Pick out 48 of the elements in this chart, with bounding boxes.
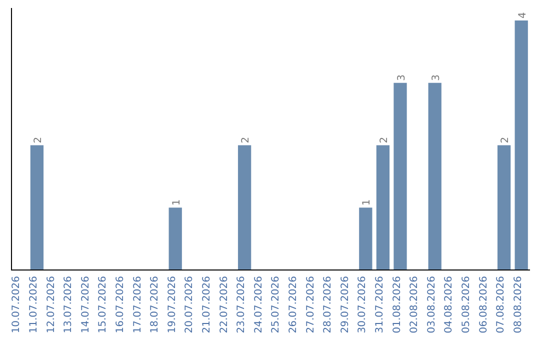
bar: [168, 208, 182, 270]
x-tick-label: 31.07.2026: [374, 276, 386, 334]
x-tick-label: 28.07.2026: [322, 276, 334, 334]
x-tick-label: 16.07.2026: [114, 276, 126, 334]
bar: [30, 145, 44, 270]
x-tick-label: 03.08.2026: [426, 276, 438, 334]
x-tick-label: 27.07.2026: [305, 276, 316, 334]
x-tick-label: 15.07.2026: [98, 276, 109, 334]
x-tick-label: 22.07.2026: [218, 276, 230, 334]
x-tick-label: 23.07.2026: [236, 276, 248, 334]
bar: [394, 82, 407, 270]
bar: [514, 20, 528, 270]
x-tick-label: 25.07.2026: [270, 276, 282, 334]
x-tick-label: 14.07.2026: [80, 276, 92, 334]
bar: [428, 82, 442, 270]
x-tick-label: 26.07.2026: [288, 276, 299, 334]
data-label: 3: [430, 74, 442, 81]
data-label: 1: [362, 199, 373, 206]
bar: [497, 145, 511, 270]
x-tick-label: 12.07.2026: [46, 276, 57, 334]
bar: [376, 145, 390, 270]
x-tick-label: 05.08.2026: [460, 276, 472, 334]
bar: [359, 208, 372, 270]
x-tick-label: 11.07.2026: [28, 276, 40, 334]
x-tick-label: 24.07.2026: [253, 276, 264, 334]
x-tick-label: 19.07.2026: [166, 276, 178, 334]
x-tick-label: 07.08.2026: [496, 276, 507, 334]
bar: [238, 145, 252, 270]
data-label: 2: [378, 136, 390, 144]
x-tick-label: 18.07.2026: [150, 276, 161, 334]
data-label: 2: [500, 136, 512, 144]
data-label: 4: [517, 12, 528, 18]
x-tick-label: 20.07.2026: [184, 276, 196, 334]
data-label: 3: [396, 74, 408, 81]
x-tick-label: 21.07.2026: [201, 276, 212, 334]
x-tick-label: 08.08.2026: [512, 276, 524, 334]
x-tick-label: 30.07.2026: [357, 276, 368, 334]
data-label: 1: [171, 199, 182, 206]
x-tick-label: 01.08.2026: [392, 276, 403, 334]
x-tick-label: 04.08.2026: [444, 276, 455, 334]
data-label: 2: [240, 136, 252, 144]
x-tick-label: 02.08.2026: [409, 276, 420, 334]
x-tick-label: 17.07.2026: [132, 276, 144, 334]
x-tick-label: 13.07.2026: [63, 276, 74, 334]
x-tick-label: 06.08.2026: [478, 276, 490, 334]
x-tick-label: 10.07.2026: [11, 276, 22, 334]
x-tick-label: 29.07.2026: [340, 276, 351, 334]
data-label: 2: [32, 136, 44, 144]
